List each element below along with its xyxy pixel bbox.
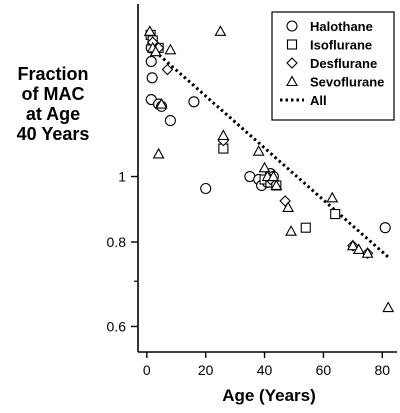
legend-label-sevoflurane: Sevoflurane	[310, 75, 384, 90]
y-axis-label-line: 40 Years	[16, 124, 90, 144]
point-sevoflurane	[217, 129, 230, 141]
point-sevoflurane	[252, 145, 265, 156]
y-axis-label-line: Fraction	[17, 64, 89, 84]
fit-line	[145, 43, 390, 259]
point-halothane	[145, 55, 157, 68]
x-tick-label: 20	[198, 362, 214, 378]
legend-swatch-desflurane	[286, 57, 298, 69]
legend-label-halothane: Halothane	[310, 19, 373, 34]
point-sevoflurane	[282, 201, 295, 213]
point-sevoflurane	[214, 25, 227, 36]
legend-swatch-sevoflurane	[286, 75, 298, 87]
point-sevoflurane	[258, 161, 271, 173]
point-halothane	[146, 72, 158, 84]
y-axis-label: Fraction of MAC at Age 40 Years	[0, 64, 106, 144]
x-tick-label: 40	[257, 362, 273, 378]
x-tick-label: 60	[316, 362, 332, 378]
x-tick-label: 0	[143, 362, 151, 378]
point-sevoflurane	[149, 45, 162, 57]
point-sevoflurane	[155, 97, 168, 109]
point-desflurane	[161, 63, 174, 76]
y-axis-label-line: at Age	[25, 104, 81, 124]
point-halothane	[379, 222, 391, 234]
y-tick-label: 1	[118, 169, 126, 185]
ticks: 0 20 40 60 80 0.6 0.8 1	[107, 169, 391, 378]
point-isoflurane	[330, 208, 341, 220]
point-sevoflurane	[382, 301, 395, 313]
point-halothane	[200, 182, 212, 195]
axes	[137, 4, 397, 353]
y-tick-label: 0.6	[107, 318, 127, 334]
x-axis-label: Age (Years)	[222, 386, 316, 405]
point-sevoflurane	[164, 43, 177, 55]
point-sevoflurane	[285, 225, 297, 236]
point-sevoflurane	[352, 243, 365, 255]
x-tick-label: 80	[374, 362, 390, 378]
point-sevoflurane	[326, 191, 339, 203]
point-halothane	[188, 96, 200, 108]
legend: Halothane Isoflurane Desflurane Sevoflurane…	[271, 11, 395, 121]
point-isoflurane	[300, 222, 311, 233]
legend-swatch-halothane	[286, 20, 298, 32]
legend-label-desflurane: Desflurane	[310, 56, 377, 71]
legend-label-isoflurane: Isoflurane	[310, 38, 372, 53]
point-sevoflurane	[361, 247, 374, 258]
markers	[143, 25, 395, 313]
point-sevoflurane	[270, 179, 283, 191]
point-sevoflurane	[143, 25, 156, 36]
fit-line-all	[145, 43, 390, 259]
legend-label-all: All	[310, 93, 327, 108]
point-sevoflurane	[346, 239, 359, 251]
point-sevoflurane	[152, 147, 165, 159]
y-axis-label-line: of MAC	[21, 84, 85, 104]
point-halothane	[164, 115, 176, 127]
legend-swatch-isoflurane	[286, 39, 298, 50]
point-sevoflurane	[267, 170, 280, 182]
y-tick-label: 0.8	[107, 234, 127, 250]
